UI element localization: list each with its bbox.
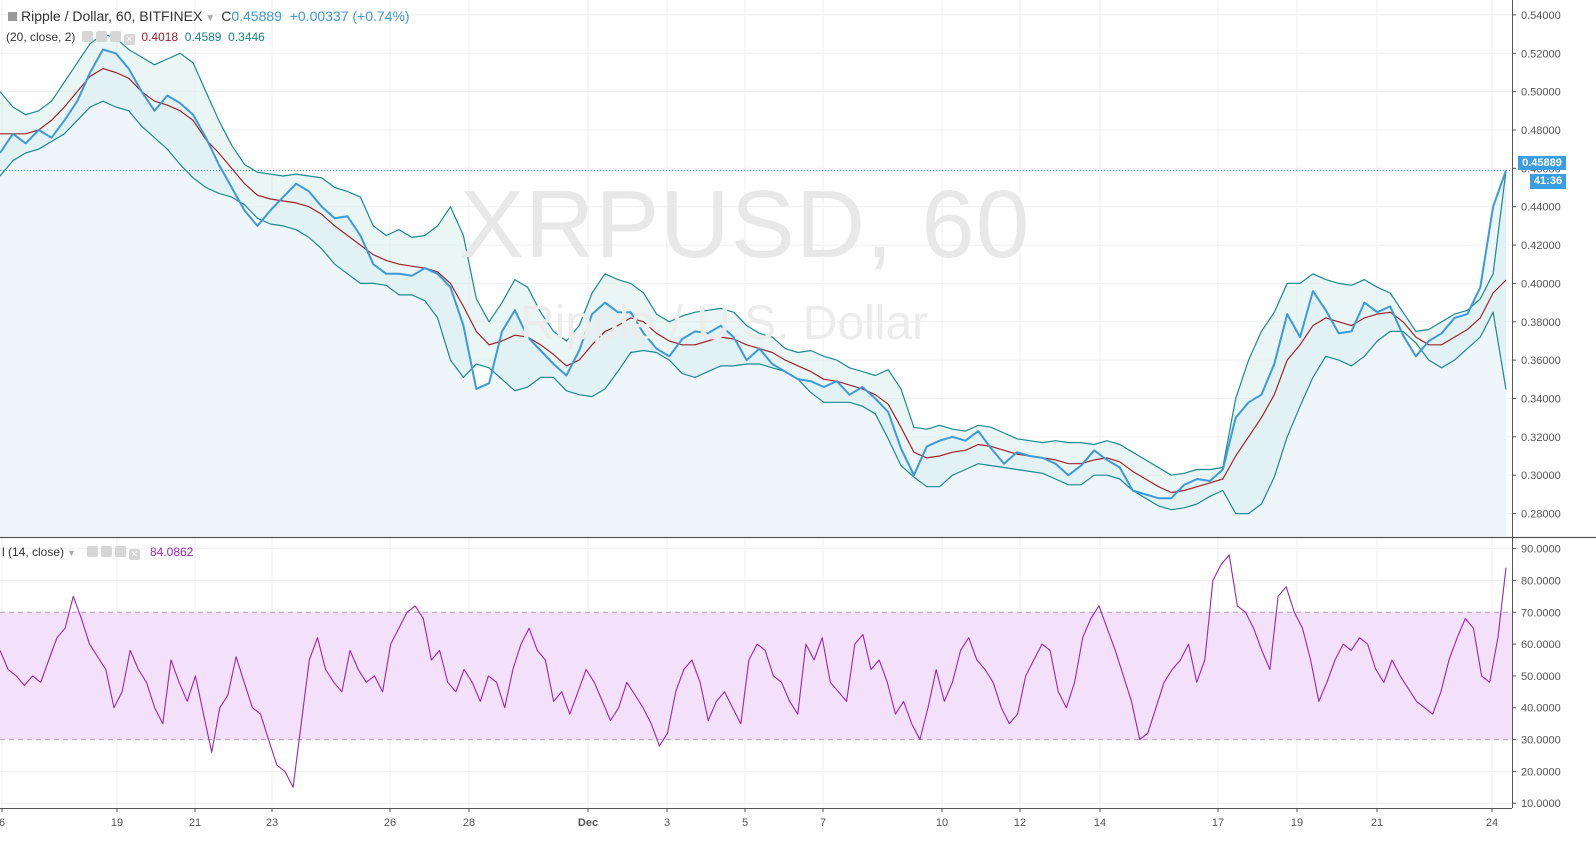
rsi-axis-label: 10.0000 <box>1521 798 1561 810</box>
rsi-axis-label: 70.0000 <box>1521 607 1561 619</box>
bollinger-legend: (20, close, 2) ✕ 0.4018 0.4589 0.3446 <box>6 30 265 45</box>
price-lines <box>0 48 1512 500</box>
plus-icon[interactable] <box>109 31 121 42</box>
bollinger-basis-line <box>0 67 1507 494</box>
time-axis-label: 28 <box>463 817 475 829</box>
rsi-axis-label: 80.0000 <box>1521 575 1561 587</box>
chevron-down-icon[interactable]: ▼ <box>205 13 216 24</box>
bollinger-band-fill <box>0 34 1506 514</box>
close-icon[interactable]: ✕ <box>128 549 140 560</box>
price-axis-label: 0.40000 <box>1521 278 1561 290</box>
close-label: C <box>221 8 232 24</box>
bollinger-upper-line <box>0 33 1507 476</box>
rsi-axis-label: 30.0000 <box>1521 735 1561 747</box>
rsi-band <box>0 611 1512 741</box>
chart-frame <box>0 0 1596 809</box>
rsi-line <box>0 554 1507 788</box>
rsi-axis-label: 90.0000 <box>1521 544 1561 556</box>
price-axis-label: 0.50000 <box>1521 87 1561 99</box>
time-axis-label: 17 <box>1212 817 1224 829</box>
bollinger-middle-value: 0.4018 <box>141 30 179 44</box>
gear-icon[interactable] <box>100 546 112 557</box>
price-axis[interactable]: 0.540000.520000.500000.480000.460000.440… <box>1512 10 1561 521</box>
time-axis-label: Dec <box>578 817 598 829</box>
time-axis-label: 26 <box>384 817 396 829</box>
symbol-square-icon[interactable] <box>8 12 17 21</box>
close-icon[interactable]: ✕ <box>123 34 135 45</box>
time-axis-label: 6 <box>0 817 5 829</box>
price-axis-label: 0.48000 <box>1521 125 1561 137</box>
time-axis-label: 19 <box>1291 817 1303 829</box>
time-axis-label: 21 <box>189 817 201 829</box>
last-price-tag: 0.45889 <box>1518 156 1566 170</box>
rsi-axis-label: 60.0000 <box>1521 639 1561 651</box>
plus-icon[interactable] <box>114 546 126 557</box>
rsi-lines <box>0 554 1507 788</box>
price-axis-label: 0.42000 <box>1521 240 1561 252</box>
rsi-axis-label: 20.0000 <box>1521 766 1561 778</box>
chart-header: Ripple / Dollar, 60, BITFINEX ▼ C0.45889 +… <box>8 8 410 24</box>
time-axis-label: 10 <box>936 817 948 829</box>
bollinger-lower-line <box>0 100 1507 515</box>
price-axis-label: 0.36000 <box>1521 355 1561 367</box>
price-axis-label: 0.30000 <box>1521 470 1561 482</box>
time-axis[interactable]: 6 19 21 23 26 28 Dec 3 5 7 10 12 14 17 19 21 24 <box>0 808 1498 829</box>
rsi-legend: l (14, close) ▼ ✕ 84.0862 <box>2 545 193 560</box>
time-axis-label: 19 <box>111 817 123 829</box>
time-axis-label: 23 <box>266 817 278 829</box>
price-axis-label: 0.32000 <box>1521 432 1561 444</box>
bar-countdown-tag: 41:36 <box>1530 174 1566 189</box>
time-axis-label: 21 <box>1371 817 1383 829</box>
price-area <box>0 49 1506 536</box>
chevron-down-icon[interactable]: ▼ <box>67 548 76 558</box>
eye-icon[interactable] <box>86 546 98 557</box>
price-axis-label: 0.52000 <box>1521 48 1561 60</box>
symbol-title[interactable]: Ripple / Dollar, 60, BITFINEX <box>21 8 203 24</box>
time-axis-label: 12 <box>1014 817 1026 829</box>
bollinger-lower-value: 0.3446 <box>228 30 265 44</box>
time-axis-label: 24 <box>1486 817 1498 829</box>
time-axis-label: 14 <box>1094 817 1106 829</box>
rsi-axis[interactable]: 90.0000 80.0000 70.0000 60.0000 50.0000 40.00… <box>1512 544 1561 811</box>
rsi-label[interactable]: l (14, close) <box>2 545 65 559</box>
gear-icon[interactable] <box>95 31 107 42</box>
price-change: +0.00337 (+0.74%) <box>289 8 410 24</box>
close-value: 0.45889 <box>231 8 282 24</box>
rsi-axis-label: 50.0000 <box>1521 671 1561 683</box>
time-axis-label: 7 <box>820 817 826 829</box>
rsi-axis-label: 40.0000 <box>1521 703 1561 715</box>
time-axis-label: 3 <box>664 817 670 829</box>
eye-icon[interactable] <box>81 31 93 42</box>
close-price-line <box>0 48 1507 500</box>
bollinger-bands <box>0 33 1507 515</box>
price-axis-label: 0.34000 <box>1521 393 1561 405</box>
price-axis-label: 0.28000 <box>1521 509 1561 521</box>
symbol-watermark: XRPUSD, 60 <box>460 171 1031 278</box>
description-watermark: Ripple / U.S. Dollar <box>520 297 929 350</box>
price-area-fill <box>0 49 1506 536</box>
time-axis-label: 5 <box>742 817 748 829</box>
price-axis-label: 0.54000 <box>1521 10 1561 22</box>
rsi-value: 84.0862 <box>149 545 194 559</box>
price-axis-label: 0.38000 <box>1521 317 1561 329</box>
rsi-overbought-oversold-band <box>0 612 1512 740</box>
bollinger-upper-value: 0.4589 <box>184 30 222 44</box>
price-axis-label: 0.44000 <box>1521 202 1561 214</box>
bollinger-label[interactable]: (20, close, 2) <box>6 30 76 44</box>
